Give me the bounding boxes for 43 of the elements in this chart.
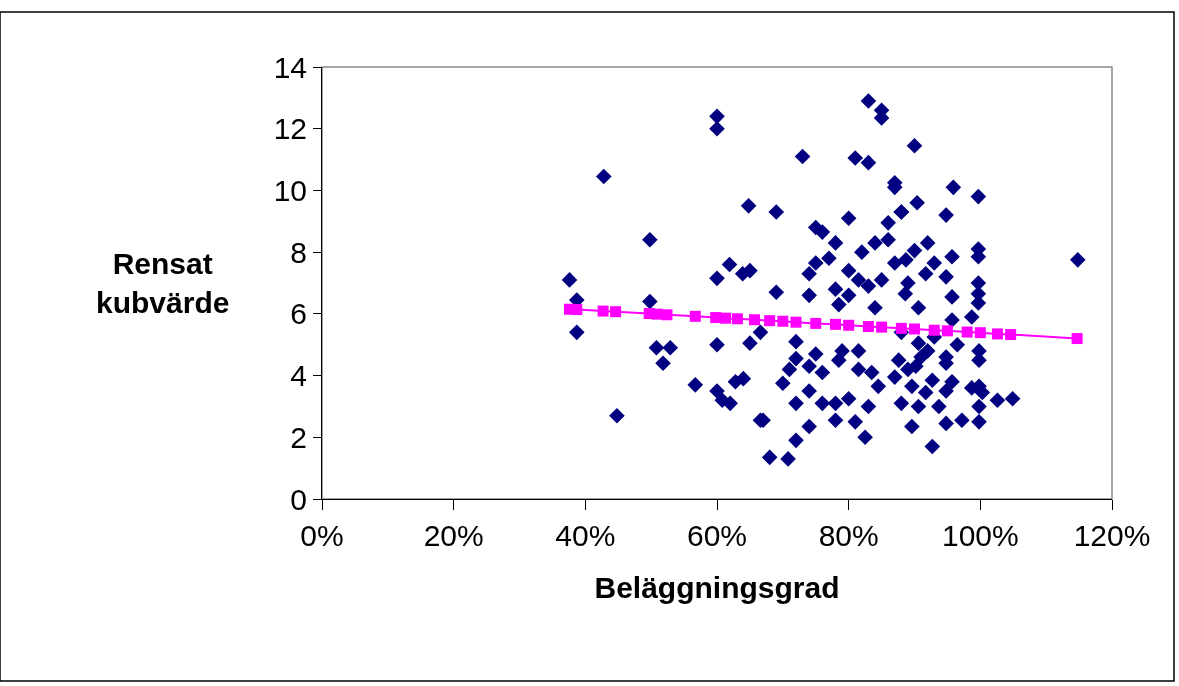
x-tick-label: 100%: [941, 519, 1019, 552]
point: [862, 321, 874, 333]
point: [991, 328, 1003, 340]
x-tick-label: 0%: [300, 519, 344, 552]
y-axis-title: Rensat kubvärde: [96, 247, 230, 319]
point: [571, 304, 583, 316]
point: [941, 325, 953, 337]
x-tick-label: 120%: [1073, 519, 1151, 552]
x-axis-title: Beläggningsgrad: [594, 570, 840, 604]
point: [961, 326, 973, 338]
point: [689, 310, 701, 322]
point: [731, 313, 743, 325]
y-tick-label: 6: [290, 297, 307, 331]
point: [876, 321, 888, 333]
y-tick-label: 2: [290, 420, 307, 454]
point: [1071, 333, 1083, 345]
point: [777, 315, 789, 327]
x-tick-label: 20%: [423, 519, 484, 552]
y-tick-label: 4: [290, 359, 307, 393]
y-tick-label: 0: [290, 482, 307, 516]
point: [610, 306, 622, 318]
point: [974, 327, 986, 339]
point: [810, 317, 822, 329]
point: [661, 309, 673, 321]
x-tick-label: 80%: [818, 519, 879, 552]
y-tick-label: 10: [273, 173, 307, 207]
y-tick-label: 14: [273, 50, 307, 84]
point: [895, 322, 907, 334]
point: [764, 315, 776, 327]
point: [830, 318, 841, 330]
point: [928, 324, 940, 336]
point: [843, 319, 855, 331]
x-tick-label: 60%: [686, 519, 748, 552]
point: [597, 305, 609, 317]
y-tick-label: 12: [273, 112, 307, 146]
point: [1005, 329, 1017, 341]
point: [749, 314, 761, 326]
x-tick-label: 40%: [555, 519, 616, 552]
y-tick-label: 8: [290, 235, 307, 269]
point: [790, 316, 802, 328]
point: [720, 312, 732, 324]
point: [909, 323, 920, 335]
point: [710, 312, 722, 324]
